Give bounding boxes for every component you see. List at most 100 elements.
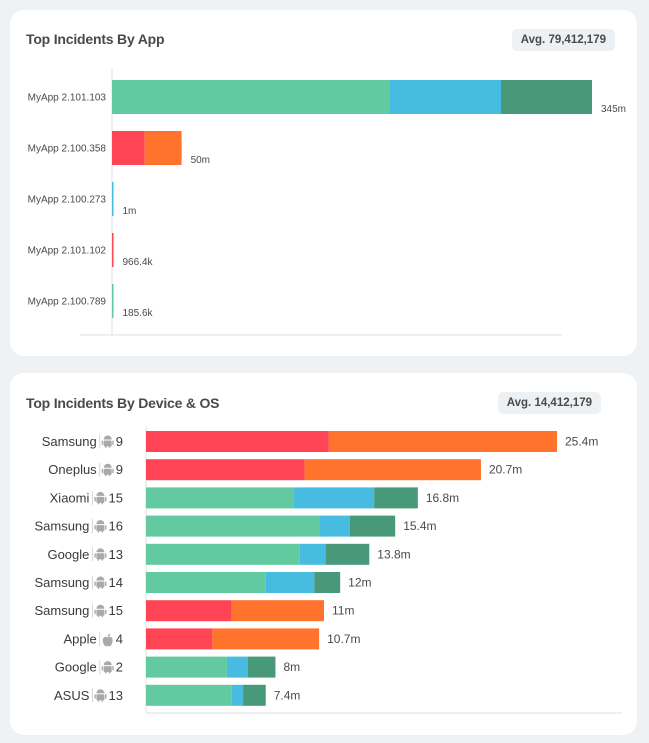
value-label: 15.4m [403,519,436,533]
category-label: MyApp 2.100.273 [28,195,107,206]
bar-segment-blue[interactable] [231,684,244,706]
bar-segment-dark-green[interactable] [247,656,276,678]
bar-segment-blue[interactable] [293,487,375,509]
device-os-label: 15 Samsung [34,603,123,618]
android-icon [94,604,107,618]
card-title: Top Incidents By App [26,31,165,47]
bar-segment-red[interactable] [146,628,213,650]
value-label: 7.4m [274,688,301,702]
value-label: 20.7m [489,463,522,477]
bar-segment-dark-green[interactable] [325,543,370,565]
android-icon [94,520,107,533]
device-os-label: 9 Samsung [42,434,123,449]
bar-segment-green[interactable] [112,80,390,114]
value-label: 16.8m [426,491,459,505]
device-os-label: 13 Google [47,547,123,562]
bar-segment-orange[interactable] [304,459,481,481]
os-version-label: 14 [109,575,123,590]
app-bar-chart: MyApp 2.101.103 345m MyApp 2.100.358 50m MyA… [28,68,626,336]
bar-segment-red[interactable] [146,459,305,481]
category-label: MyApp 2.100.358 [28,144,107,155]
apple-icon [102,633,113,647]
value-label: 1m [123,206,137,217]
device-os-label: 16 Samsung [34,519,123,534]
bar-segment-blue[interactable] [112,182,114,216]
value-label: 10.7m [327,632,360,646]
bar-segment-green[interactable] [146,487,294,509]
android-icon [94,548,107,561]
bar-segment-green[interactable] [146,543,300,565]
bar-segment-green[interactable] [146,515,320,537]
bar-segment-blue[interactable] [265,572,315,593]
category-label: MyApp 2.101.102 [28,246,107,257]
os-version-label: 15 [109,490,123,505]
device-os-label: 2 Google [55,660,123,675]
bar-segment-red[interactable] [112,131,145,165]
device-name-label: Samsung [34,519,89,534]
device-name-label: ASUS [54,688,90,703]
bar-segment-blue[interactable] [389,80,502,114]
bar-segment-blue[interactable] [319,515,350,537]
os-version-label: 13 [109,547,123,562]
value-label: 12m [348,576,371,590]
bar-segment-dark-green[interactable] [349,515,396,537]
bar-segment-green[interactable] [112,284,114,318]
bar-segment-red[interactable] [146,431,329,452]
bar-segment-red[interactable] [146,600,232,622]
value-label: 25.4m [565,435,598,449]
bar-segment-orange[interactable] [144,131,182,165]
os-version-label: 2 [116,660,123,675]
os-version-label: 9 [116,462,123,477]
os-version-label: 4 [116,631,123,646]
top-incidents-by-device-card: Top Incidents By Device & OS Avg. 14,412… [10,373,637,735]
device-os-label: 15 Xiaomi [50,490,123,505]
device-os-label: 13 ASUS [54,688,123,703]
bar-segment-orange[interactable] [212,628,320,650]
value-label: 185.6k [123,308,154,319]
device-name-label: Google [55,660,97,675]
value-label: 11m [332,604,354,618]
device-name-label: Xiaomi [50,490,90,505]
bar-segment-green[interactable] [146,572,266,593]
category-label: MyApp 2.100.789 [28,297,107,308]
bar-segment-orange[interactable] [328,431,557,452]
device-name-label: Samsung [34,603,89,618]
os-version-label: 15 [109,603,123,618]
average-badge: Avg. 14,412,179 [497,392,601,414]
android-icon [94,491,107,505]
bar-segment-dark-green[interactable] [501,80,592,114]
bar-segment-blue[interactable] [226,656,248,678]
android-icon [101,661,114,674]
device-name-label: Google [47,547,89,562]
bar-segment-green[interactable] [146,684,232,706]
value-label: 50m [191,155,210,166]
bar-segment-orange[interactable] [231,600,324,622]
android-icon [101,463,114,477]
device-name-label: Samsung [42,434,97,449]
bar-segment-green[interactable] [146,656,227,678]
average-badge: Avg. 79,412,179 [511,29,615,51]
card-title: Top Incidents By Device & OS [26,395,220,411]
os-version-label: 13 [109,688,123,703]
top-incidents-by-app-card: Top Incidents By App Avg. 79,412,179 MyA… [10,10,637,356]
device-os-label: 14 Samsung [34,575,123,590]
android-icon [94,689,107,702]
device-name-label: Apple [63,631,96,646]
device-name-label: Oneplus [48,462,97,477]
os-version-label: 9 [116,434,123,449]
bar-segment-dark-green[interactable] [374,487,418,509]
device-os-label: 4 Apple [63,631,123,647]
bar-segment-blue[interactable] [299,543,326,565]
device-bar-chart: 9 Samsung 25.4m 9 Oneplus 20.7m 15 Xiaomi 16.8m 1… [34,426,622,714]
category-label: MyApp 2.101.103 [28,93,107,104]
bar-segment-dark-green[interactable] [314,572,341,593]
value-label: 8m [283,660,300,674]
android-icon [101,435,114,448]
bar-segment-red[interactable] [112,233,114,267]
android-icon [94,576,107,589]
device-name-label: Samsung [34,575,89,590]
device-os-label: 9 Oneplus [48,462,123,477]
value-label: 345m [601,104,626,115]
bar-segment-dark-green[interactable] [243,684,266,706]
value-label: 966.4k [123,257,154,268]
